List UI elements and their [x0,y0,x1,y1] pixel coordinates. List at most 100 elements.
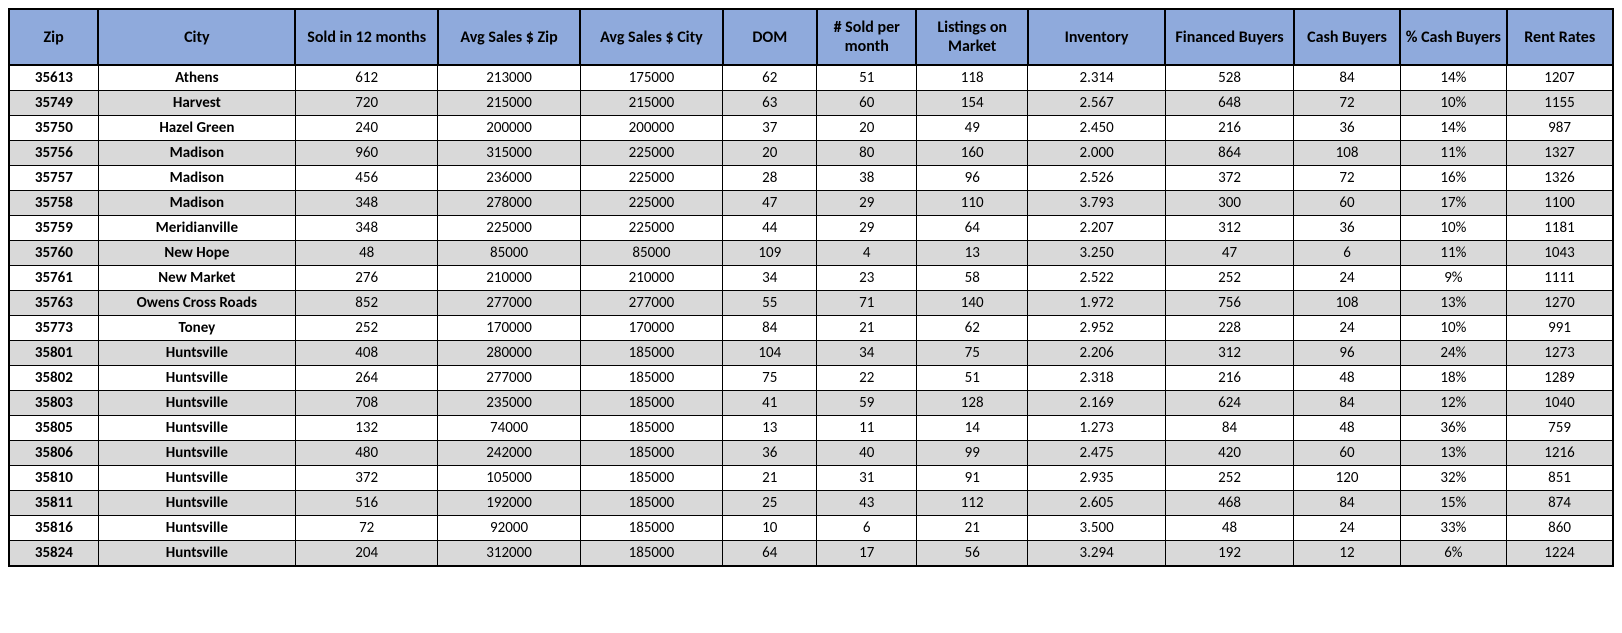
cell-zip: 35756 [9,141,98,166]
cell-cash: 24 [1294,516,1400,541]
cell-listings: 51 [916,366,1028,391]
cell-pctcash: 15% [1400,491,1506,516]
table-row: 35824Huntsville2043120001850006417563.29… [9,541,1613,567]
cell-rent: 1100 [1507,191,1613,216]
cell-cash: 84 [1294,391,1400,416]
cell-financed: 252 [1165,266,1294,291]
cell-avgzip: 312000 [438,541,580,567]
cell-cash: 108 [1294,291,1400,316]
cell-financed: 648 [1165,91,1294,116]
table-body: 35613Athens61221300017500062511182.31452… [9,65,1613,566]
cell-inventory: 2.567 [1028,91,1165,116]
cell-zip: 35824 [9,541,98,567]
table-row: 35803Huntsville70823500018500041591282.1… [9,391,1613,416]
cell-cash: 96 [1294,341,1400,366]
cell-avgcity: 215000 [580,91,722,116]
cell-avgzip: 278000 [438,191,580,216]
cell-avgcity: 225000 [580,166,722,191]
cell-dom: 10 [723,516,817,541]
table-row: 35613Athens61221300017500062511182.31452… [9,65,1613,91]
cell-sold12: 456 [295,166,437,191]
cell-avgzip: 235000 [438,391,580,416]
cell-avgzip: 92000 [438,516,580,541]
table-row: 35750Hazel Green2402000002000003720492.4… [9,116,1613,141]
cell-avgcity: 185000 [580,366,722,391]
cell-financed: 48 [1165,516,1294,541]
table-row: 35801Huntsville40828000018500010434752.2… [9,341,1613,366]
table-header: Zip City Sold in 12 months Avg Sales $ Z… [9,9,1613,65]
cell-rent: 1224 [1507,541,1613,567]
cell-pctcash: 10% [1400,216,1506,241]
cell-avgzip: 225000 [438,216,580,241]
cell-zip: 35761 [9,266,98,291]
cell-city: Owens Cross Roads [98,291,295,316]
cell-pctcash: 6% [1400,541,1506,567]
header-sold12: Sold in 12 months [295,9,437,65]
cell-pctcash: 11% [1400,241,1506,266]
cell-financed: 528 [1165,65,1294,91]
cell-dom: 63 [723,91,817,116]
cell-zip: 35810 [9,466,98,491]
cell-pctcash: 18% [1400,366,1506,391]
cell-financed: 192 [1165,541,1294,567]
cell-financed: 216 [1165,366,1294,391]
cell-dom: 13 [723,416,817,441]
cell-city: Huntsville [98,391,295,416]
cell-soldmonth: 20 [817,116,917,141]
cell-listings: 64 [916,216,1028,241]
cell-cash: 48 [1294,416,1400,441]
cell-soldmonth: 60 [817,91,917,116]
cell-listings: 128 [916,391,1028,416]
cell-pctcash: 33% [1400,516,1506,541]
cell-city: Huntsville [98,491,295,516]
cell-city: Huntsville [98,441,295,466]
cell-city: Huntsville [98,366,295,391]
cell-sold12: 240 [295,116,437,141]
cell-city: Huntsville [98,416,295,441]
cell-dom: 41 [723,391,817,416]
cell-inventory: 2.605 [1028,491,1165,516]
cell-avgcity: 200000 [580,116,722,141]
cell-rent: 1155 [1507,91,1613,116]
cell-avgzip: 277000 [438,366,580,391]
cell-city: Madison [98,141,295,166]
cell-listings: 110 [916,191,1028,216]
cell-avgcity: 185000 [580,541,722,567]
cell-zip: 35816 [9,516,98,541]
cell-sold12: 720 [295,91,437,116]
cell-inventory: 2.318 [1028,366,1165,391]
cell-financed: 312 [1165,216,1294,241]
table-row: 35805Huntsville132740001850001311141.273… [9,416,1613,441]
cell-rent: 1181 [1507,216,1613,241]
cell-avgcity: 185000 [580,441,722,466]
cell-soldmonth: 17 [817,541,917,567]
cell-listings: 21 [916,516,1028,541]
cell-financed: 47 [1165,241,1294,266]
header-financed: Financed Buyers [1165,9,1294,65]
table-row: 35810Huntsville3721050001850002131912.93… [9,466,1613,491]
cell-avgcity: 225000 [580,141,722,166]
cell-financed: 468 [1165,491,1294,516]
cell-inventory: 2.935 [1028,466,1165,491]
cell-avgcity: 170000 [580,316,722,341]
cell-city: Meridianville [98,216,295,241]
cell-dom: 37 [723,116,817,141]
cell-financed: 624 [1165,391,1294,416]
cell-sold12: 960 [295,141,437,166]
cell-pctcash: 16% [1400,166,1506,191]
cell-zip: 35803 [9,391,98,416]
cell-financed: 864 [1165,141,1294,166]
cell-avgcity: 225000 [580,216,722,241]
cell-dom: 84 [723,316,817,341]
cell-sold12: 252 [295,316,437,341]
cell-soldmonth: 21 [817,316,917,341]
table-row: 35758Madison34827800022500047291103.7933… [9,191,1613,216]
cell-avgcity: 185000 [580,516,722,541]
real-estate-data-table: Zip City Sold in 12 months Avg Sales $ Z… [8,8,1614,567]
cell-city: Huntsville [98,466,295,491]
cell-listings: 56 [916,541,1028,567]
cell-inventory: 3.793 [1028,191,1165,216]
cell-pctcash: 24% [1400,341,1506,366]
cell-avgzip: 315000 [438,141,580,166]
cell-sold12: 516 [295,491,437,516]
